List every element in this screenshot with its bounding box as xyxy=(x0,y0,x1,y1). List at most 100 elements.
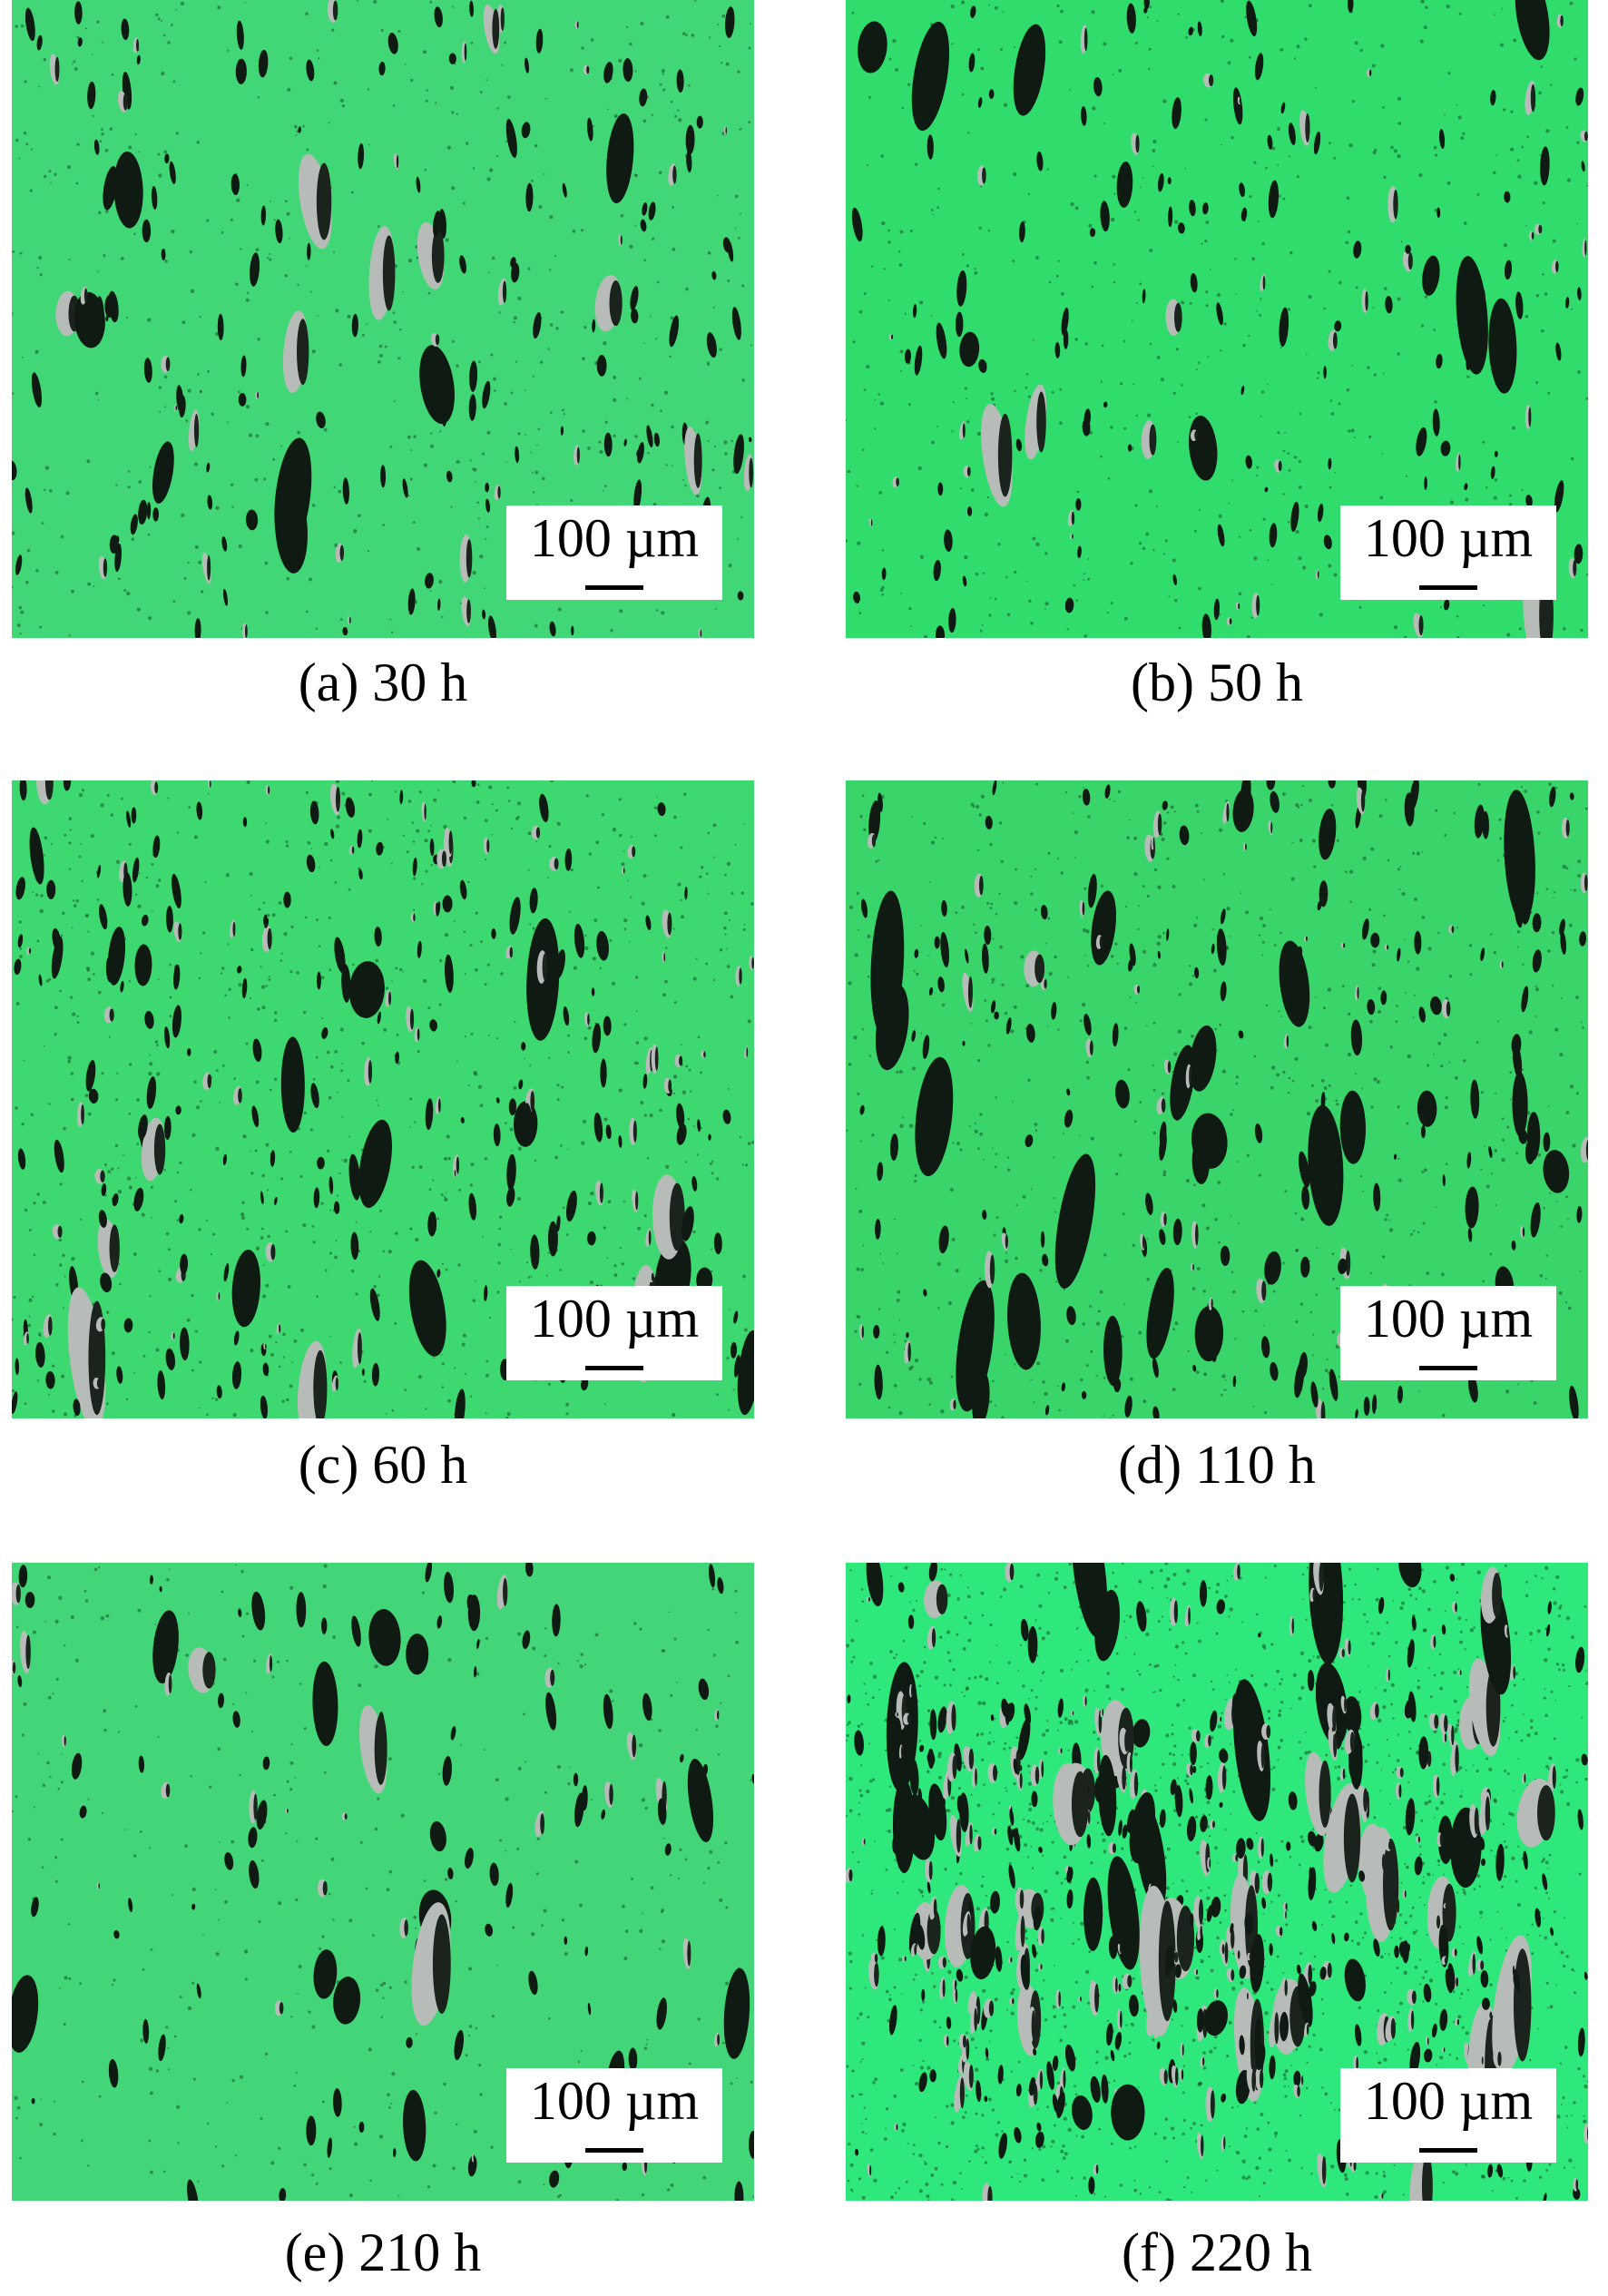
speck xyxy=(176,1219,180,1222)
speck xyxy=(507,95,511,99)
wear-particle-edge xyxy=(1446,1001,1451,1016)
speck xyxy=(147,533,151,536)
wear-particle xyxy=(1329,1369,1338,1401)
speck xyxy=(74,1658,79,1663)
speck xyxy=(907,83,911,86)
speck xyxy=(1346,388,1350,392)
speck xyxy=(717,1753,721,1756)
speck xyxy=(55,1678,59,1682)
speck xyxy=(222,1657,227,1662)
wear-particle-edge xyxy=(1261,1280,1267,1301)
speck xyxy=(1485,1184,1490,1189)
speck xyxy=(1137,219,1140,221)
speck xyxy=(550,780,554,782)
speck xyxy=(517,296,522,301)
wear-particle xyxy=(1172,1218,1182,1246)
speck xyxy=(1387,859,1390,862)
wear-particle xyxy=(1157,172,1164,192)
speck xyxy=(72,63,74,64)
scale-label: 100 µm xyxy=(529,1289,700,1349)
speck xyxy=(120,797,123,800)
speck xyxy=(1231,2106,1234,2109)
speck xyxy=(1547,1105,1550,1108)
wear-particle-edge xyxy=(871,834,877,848)
speck xyxy=(910,1365,914,1369)
speck xyxy=(1296,44,1300,49)
wear-particle xyxy=(1490,89,1496,106)
speck xyxy=(382,524,386,526)
speck xyxy=(23,1702,27,1706)
speck xyxy=(536,504,538,505)
speck xyxy=(271,1675,275,1679)
wear-particle xyxy=(1579,931,1587,947)
speck xyxy=(1168,1752,1172,1756)
speck xyxy=(980,1591,985,1595)
speck xyxy=(191,1981,195,1985)
speck xyxy=(175,9,178,11)
speck xyxy=(164,259,168,263)
speck xyxy=(494,389,496,392)
wear-particle xyxy=(51,937,64,979)
wear-particle xyxy=(71,1752,83,1780)
speck xyxy=(1063,1585,1067,1589)
speck xyxy=(1184,1652,1188,1655)
speck xyxy=(473,2129,477,2134)
wear-particle-edge xyxy=(667,912,672,936)
speck xyxy=(1347,1012,1351,1016)
speck xyxy=(404,1388,407,1391)
speck xyxy=(305,610,309,613)
wear-particle-edge xyxy=(509,947,514,958)
wear-particle xyxy=(1574,544,1583,564)
wear-particle xyxy=(1470,1079,1480,1119)
speck xyxy=(670,2183,674,2187)
speck xyxy=(1503,108,1506,112)
wear-particle xyxy=(853,591,860,603)
speck xyxy=(1054,1965,1055,1967)
speck xyxy=(1413,1230,1416,1232)
speck xyxy=(1579,1270,1582,1272)
speck xyxy=(509,1127,514,1132)
speck xyxy=(1312,1828,1315,1830)
speck xyxy=(984,999,987,1002)
speck xyxy=(1456,103,1458,106)
wear-particle xyxy=(1576,1205,1583,1223)
speck xyxy=(1312,1967,1316,1971)
wear-particle-edge xyxy=(669,1182,685,1251)
wear-particle xyxy=(982,1209,987,1221)
speck xyxy=(114,1143,119,1148)
wear-particle xyxy=(1328,457,1332,470)
speck xyxy=(165,2026,169,2029)
speck xyxy=(1509,1098,1512,1101)
speck xyxy=(460,1744,462,1746)
speck xyxy=(1353,436,1356,438)
speck xyxy=(12,1318,14,1321)
speck xyxy=(1119,1153,1123,1157)
speck xyxy=(1361,1937,1365,1939)
speck xyxy=(1042,1380,1045,1384)
speck xyxy=(1003,1747,1006,1751)
speck xyxy=(629,42,632,46)
speck xyxy=(1331,1330,1336,1334)
speck xyxy=(1113,800,1116,802)
wear-particle xyxy=(934,936,940,949)
wear-particle xyxy=(1143,0,1150,10)
speck xyxy=(176,1172,179,1174)
speck xyxy=(1241,1310,1245,1313)
speck xyxy=(213,1050,218,1054)
speck xyxy=(1177,441,1180,443)
wear-particle-edge xyxy=(587,1014,590,1025)
speck xyxy=(1028,1802,1033,1806)
speck xyxy=(221,231,224,234)
speck xyxy=(324,1771,327,1774)
wear-particle xyxy=(587,2003,592,2016)
speck xyxy=(1526,135,1529,139)
speck xyxy=(1583,1604,1587,1608)
speck xyxy=(1505,1389,1510,1394)
wear-particle xyxy=(222,1153,227,1165)
wear-particle xyxy=(875,1218,881,1240)
wear-particle xyxy=(591,987,595,996)
speck xyxy=(171,229,175,233)
speck xyxy=(1463,1059,1466,1063)
wear-particle xyxy=(1308,1104,1344,1226)
speck xyxy=(715,608,717,611)
